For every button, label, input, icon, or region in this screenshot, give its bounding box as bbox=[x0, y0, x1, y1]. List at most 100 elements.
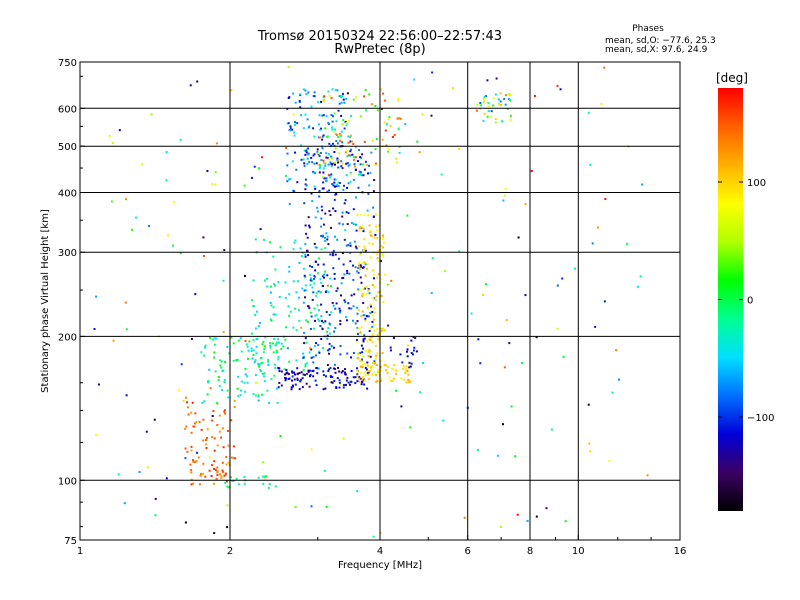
scatter-point bbox=[292, 385, 294, 388]
scatter-point bbox=[372, 535, 375, 538]
scatter-point bbox=[368, 348, 371, 351]
scatter-point bbox=[367, 289, 370, 292]
scatter-point bbox=[374, 362, 376, 365]
scatter-point bbox=[326, 337, 329, 340]
scatter-point bbox=[208, 469, 211, 472]
scatter-point bbox=[323, 276, 325, 279]
scatter-point bbox=[369, 327, 372, 330]
scatter-point bbox=[205, 447, 208, 449]
scatter-point bbox=[319, 278, 322, 281]
scatter-point bbox=[209, 337, 212, 339]
scatter-point bbox=[507, 98, 510, 101]
scatter-point bbox=[377, 259, 380, 262]
scatter-point bbox=[356, 370, 359, 373]
scatter-point bbox=[259, 370, 262, 373]
scatter-point bbox=[361, 266, 364, 269]
scatter-point bbox=[324, 387, 327, 390]
scatter-point bbox=[534, 95, 536, 97]
scatter-point bbox=[287, 97, 290, 99]
scatter-point bbox=[326, 190, 329, 193]
scatter-point bbox=[303, 374, 306, 376]
scatter-point bbox=[252, 354, 255, 356]
scatter-point bbox=[302, 267, 305, 270]
scatter-point bbox=[365, 368, 368, 371]
scatter-point bbox=[292, 189, 295, 192]
scatter-point bbox=[304, 153, 307, 156]
scatter-point bbox=[334, 307, 337, 310]
scatter-point bbox=[286, 152, 289, 155]
scatter-point bbox=[302, 373, 305, 376]
scatter-point bbox=[184, 457, 187, 460]
scatter-point bbox=[311, 266, 314, 268]
scatter-point bbox=[216, 444, 219, 447]
y-tick-label: 75 bbox=[64, 536, 77, 547]
scatter-point bbox=[384, 129, 387, 132]
scatter-point bbox=[278, 296, 281, 298]
scatter-point bbox=[385, 369, 388, 372]
scatter-point bbox=[356, 374, 359, 377]
scatter-point bbox=[263, 375, 266, 378]
scatter-point bbox=[401, 361, 404, 364]
scatter-point bbox=[318, 136, 321, 139]
scatter-point bbox=[311, 200, 314, 203]
scatter-point bbox=[514, 455, 517, 458]
scatter-point bbox=[276, 341, 279, 344]
scatter-point bbox=[399, 353, 402, 356]
scatter-point bbox=[646, 474, 649, 477]
scatter-point bbox=[530, 169, 533, 172]
scatter-point bbox=[340, 165, 343, 168]
scatter-point bbox=[393, 377, 396, 380]
scatter-point bbox=[131, 228, 134, 231]
scatter-point bbox=[317, 344, 320, 347]
scatter-point bbox=[270, 304, 273, 307]
scatter-point bbox=[269, 318, 272, 321]
scatter-point bbox=[272, 255, 275, 258]
scatter-point bbox=[364, 274, 367, 277]
scatter-point bbox=[296, 377, 299, 380]
scatter-point bbox=[379, 259, 382, 262]
scatter-point bbox=[361, 153, 364, 156]
scatter-point bbox=[202, 255, 205, 257]
scatter-point bbox=[211, 415, 214, 417]
scatter-point bbox=[291, 379, 293, 382]
scatter-point bbox=[431, 71, 434, 74]
scatter-point bbox=[482, 293, 484, 296]
scatter-point bbox=[363, 245, 366, 248]
scatter-point bbox=[305, 93, 308, 95]
scatter-point bbox=[357, 267, 360, 269]
scatter-point bbox=[234, 457, 236, 460]
scatter-point bbox=[238, 483, 241, 486]
scatter-point bbox=[223, 474, 226, 477]
scatter-point bbox=[274, 363, 276, 366]
scatter-point bbox=[486, 79, 489, 82]
scatter-point bbox=[375, 162, 377, 165]
scatter-point bbox=[352, 143, 355, 145]
scatter-point bbox=[328, 189, 331, 192]
scatter-point bbox=[559, 88, 562, 91]
scatter-point bbox=[298, 388, 301, 391]
scatter-point bbox=[321, 187, 324, 190]
scatter-point bbox=[278, 370, 281, 373]
scatter-point bbox=[535, 515, 538, 518]
scatter-point bbox=[322, 388, 325, 391]
scatter-point bbox=[353, 158, 356, 161]
scatter-point bbox=[298, 101, 301, 103]
scatter-point bbox=[257, 399, 260, 402]
scatter-point bbox=[380, 329, 383, 332]
scatter-point bbox=[382, 301, 385, 303]
scatter-point bbox=[314, 269, 317, 272]
scatter-point bbox=[315, 314, 318, 317]
scatter-point bbox=[373, 285, 375, 288]
scatter-point bbox=[243, 381, 246, 384]
scatter-point bbox=[342, 119, 345, 121]
scatter-point bbox=[324, 320, 327, 323]
scatter-point bbox=[317, 123, 320, 126]
scatter-point bbox=[475, 109, 478, 112]
scatter-point bbox=[304, 188, 307, 191]
scatter-point bbox=[177, 389, 180, 392]
scatter-point bbox=[326, 330, 329, 333]
scatter-point bbox=[335, 193, 338, 195]
scatter-point bbox=[311, 280, 313, 282]
scatter-point bbox=[344, 371, 346, 374]
scatter-point bbox=[369, 339, 372, 341]
